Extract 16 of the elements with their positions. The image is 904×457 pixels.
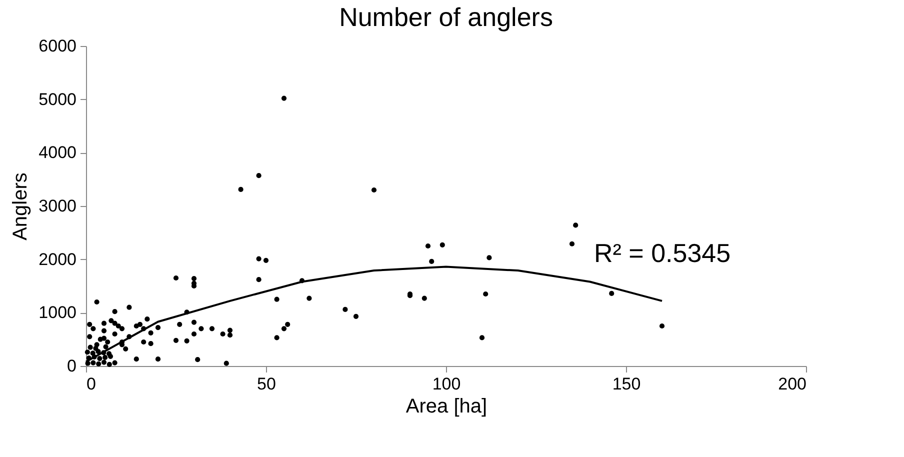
y-tick-label: 2000 bbox=[38, 250, 76, 269]
x-tick-label: 150 bbox=[612, 374, 641, 394]
y-tick-label: 4000 bbox=[38, 143, 76, 162]
y-tick-label: 0 bbox=[67, 356, 76, 376]
x-axis-title: Area [ha] bbox=[406, 396, 488, 418]
y-axis-title: Anglers bbox=[10, 172, 32, 240]
x-tick-label: 0 bbox=[86, 374, 96, 394]
chart-title: Number of anglers bbox=[339, 2, 553, 32]
y-tick-label: 3000 bbox=[38, 196, 76, 216]
annotation: R² = 0.5345 bbox=[594, 238, 731, 268]
y-tick-label: 6000 bbox=[38, 36, 76, 56]
y-tick-label: 1000 bbox=[38, 303, 76, 322]
y-tick-label: 5000 bbox=[38, 90, 76, 109]
x-tick-label: 200 bbox=[778, 374, 806, 394]
x-tick-label: 100 bbox=[432, 374, 461, 394]
x-tick-label: 50 bbox=[257, 374, 276, 394]
